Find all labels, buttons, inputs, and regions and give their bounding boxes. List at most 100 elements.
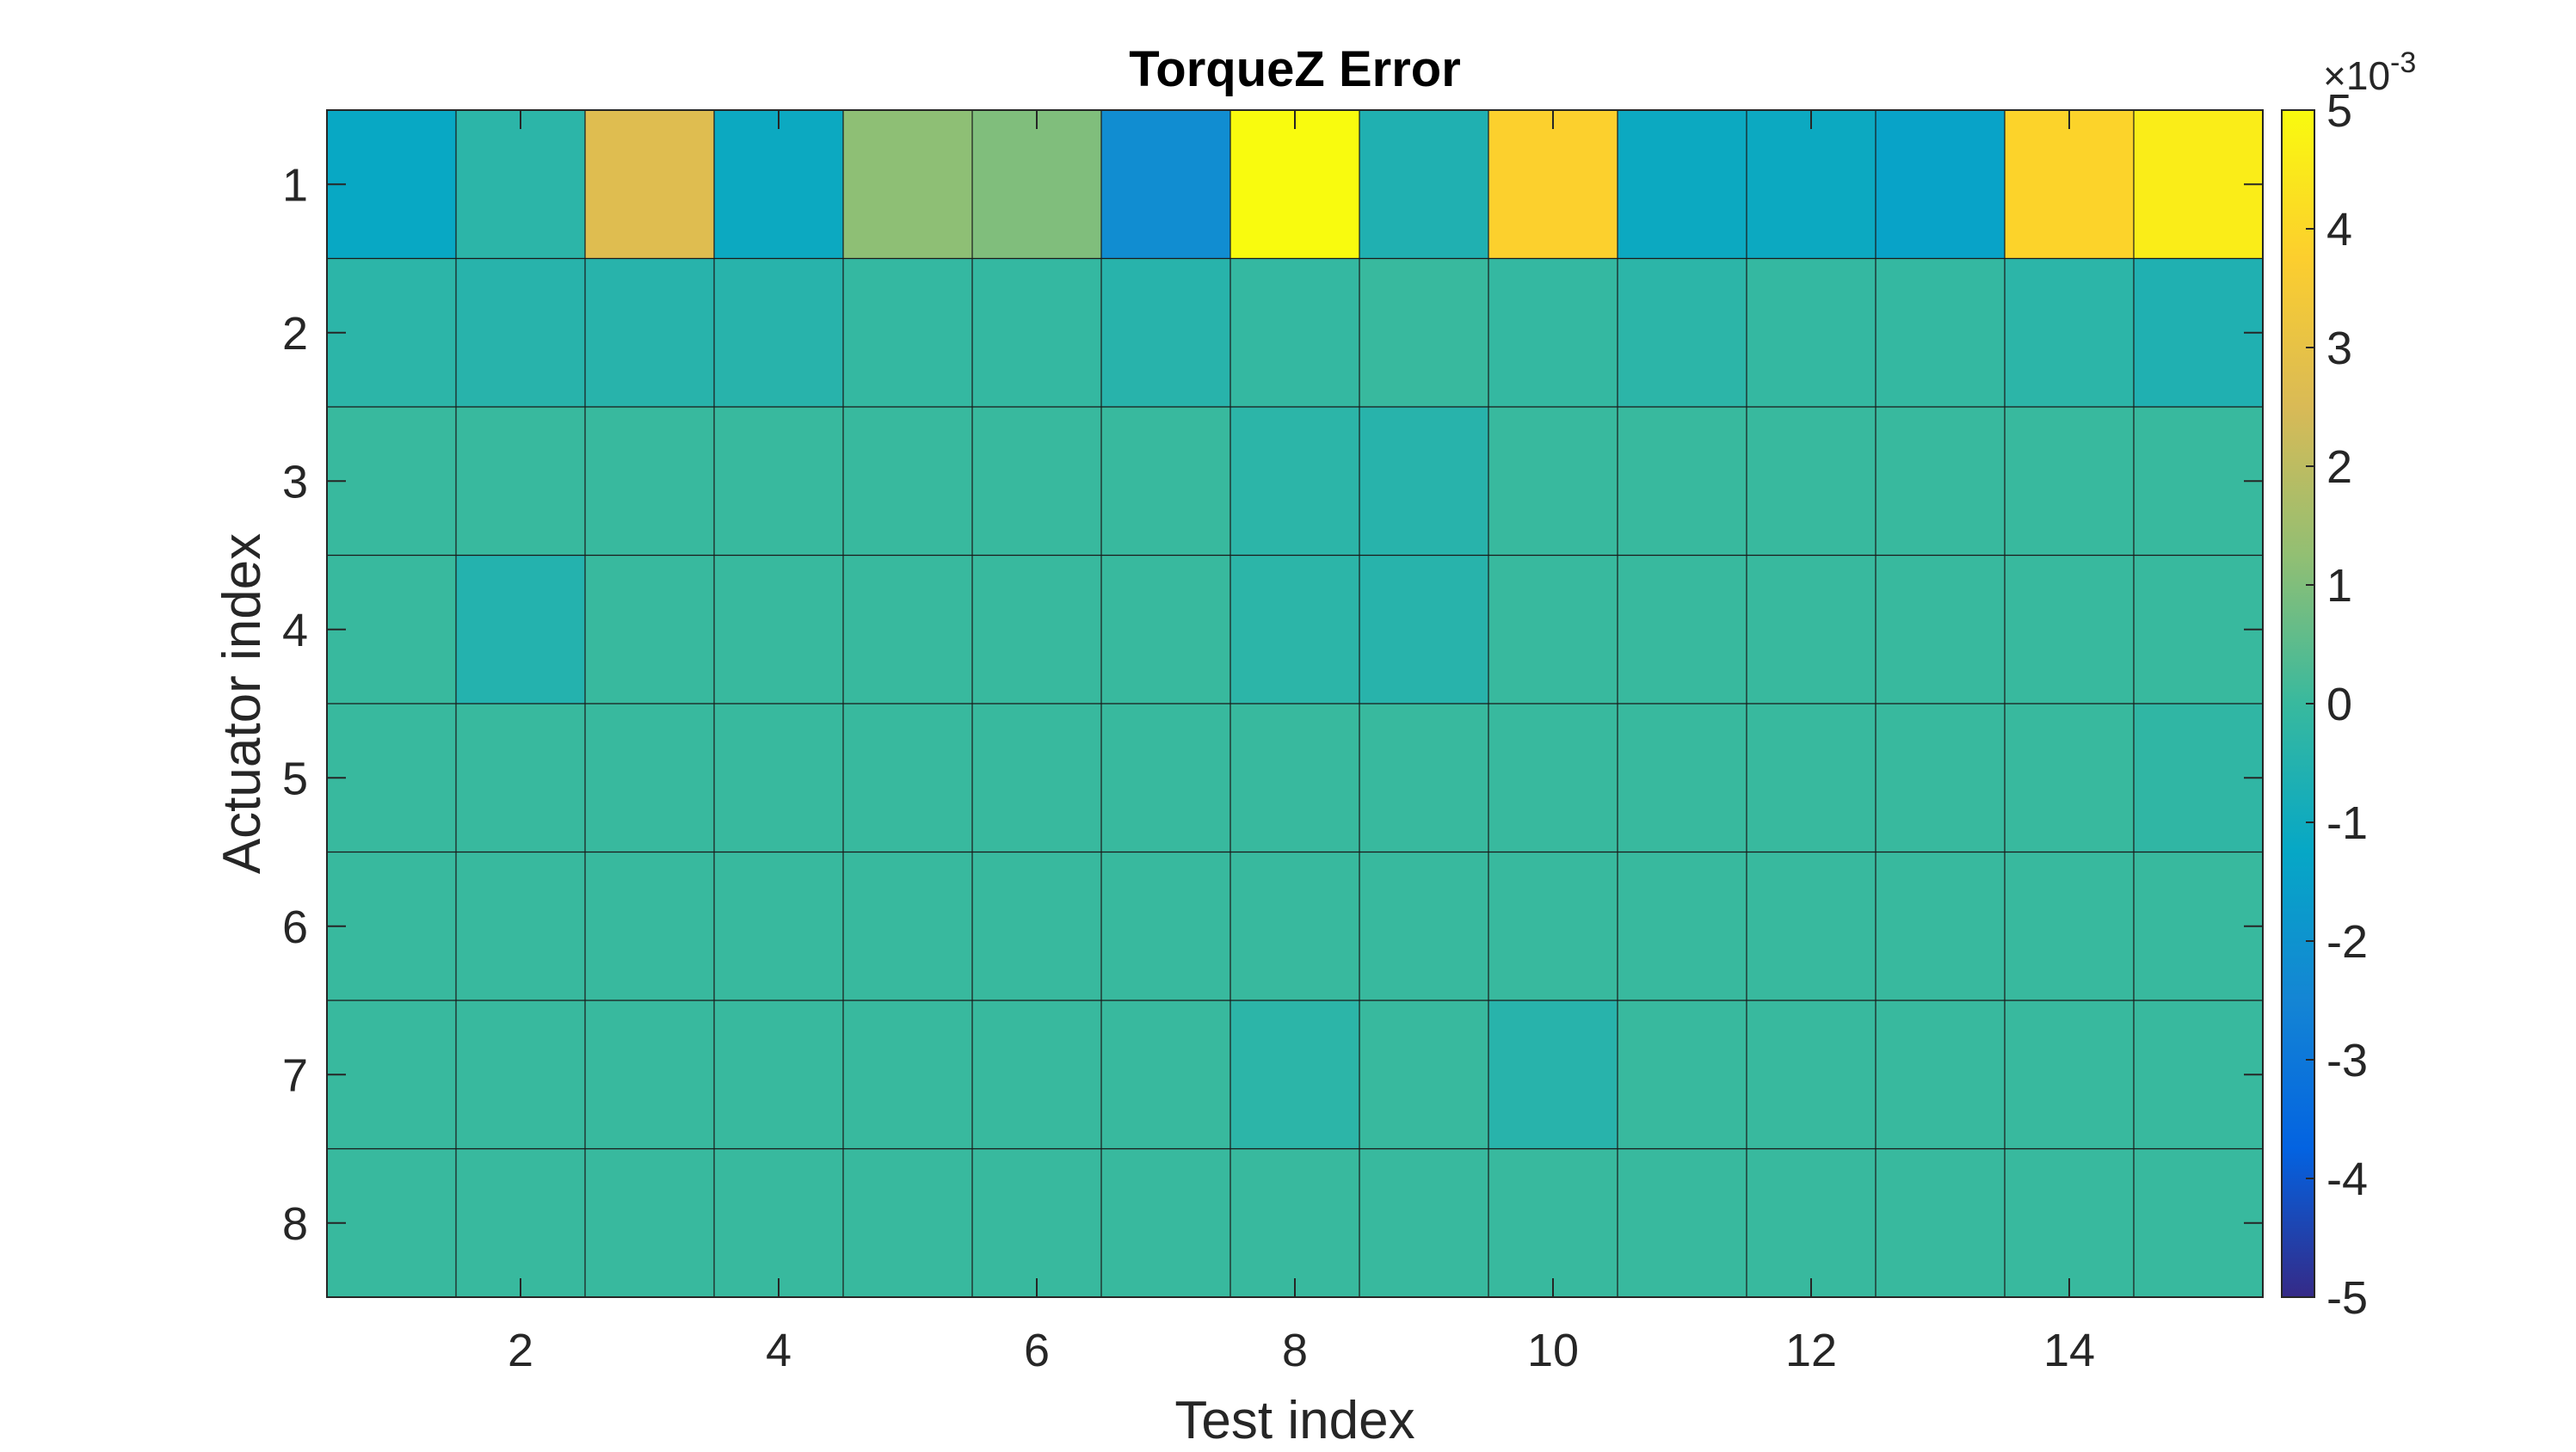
heatmap-cell-r2-c7 <box>1101 258 1230 407</box>
colorbar-multiplier-exponent: -3 <box>2390 46 2416 79</box>
heatmap-cell-r4-c3 <box>585 555 714 704</box>
heatmap-cell-r5-c4 <box>714 704 843 852</box>
heatmap-cell-r6-c14 <box>2005 852 2134 1000</box>
heatmap-cell-r1-c14 <box>2005 110 2134 259</box>
heatmap-cell-r7-c7 <box>1101 1000 1230 1149</box>
x-tick-label: 14 <box>2043 1325 2095 1376</box>
heatmap-cell-r2-c14 <box>2005 258 2134 407</box>
heatmap-cell-r8-c5 <box>843 1148 972 1297</box>
heatmap-cell-r4-c10 <box>1488 555 1618 704</box>
heatmap-cell-r8-c8 <box>1230 1148 1359 1297</box>
chart-title: TorqueZ Error <box>1129 41 1461 97</box>
heatmap-cell-r1-c7 <box>1101 110 1230 259</box>
grid-lines <box>327 110 2263 1297</box>
x-tick-label: 8 <box>1282 1325 1308 1376</box>
heatmap-cell-r8-c11 <box>1618 1148 1747 1297</box>
heatmap-cell-r5-c1 <box>327 704 456 852</box>
heatmap-cell-r4-c6 <box>972 555 1101 704</box>
heatmap-cell-r2-c11 <box>1618 258 1747 407</box>
colorbar-multiplier: ×10-3 <box>2323 46 2416 98</box>
heatmap-cell-r4-c12 <box>1747 555 1876 704</box>
heatmap-cell-r4-c8 <box>1230 555 1359 704</box>
heatmap-cell-r2-c15 <box>2134 258 2263 407</box>
heatmap-cell-r3-c7 <box>1101 407 1230 556</box>
heatmap-cell-r3-c6 <box>972 407 1101 556</box>
y-tick-label: 7 <box>282 1049 308 1101</box>
x-tick-label: 2 <box>508 1325 533 1376</box>
heatmap-cell-r5-c6 <box>972 704 1101 852</box>
colorbar-tick-label: 4 <box>2326 204 2352 255</box>
heatmap-cell-r7-c14 <box>2005 1000 2134 1149</box>
heatmap-cell-r5-c10 <box>1488 704 1618 852</box>
heatmap-cell-r7-c1 <box>327 1000 456 1149</box>
heatmap-cell-r6-c6 <box>972 852 1101 1000</box>
heatmap-cell-r1-c15 <box>2134 110 2263 259</box>
heatmap-cell-r8-c14 <box>2005 1148 2134 1297</box>
heatmap-cell-r5-c14 <box>2005 704 2134 852</box>
colorbar-tick-label: -3 <box>2326 1035 2368 1086</box>
colorbar-tick-label: 2 <box>2326 441 2352 493</box>
y-axis-label: Actuator index <box>213 533 272 874</box>
x-tick-label: 4 <box>766 1325 792 1376</box>
heatmap-cell-r6-c11 <box>1618 852 1747 1000</box>
heatmap-cell-r8-c4 <box>714 1148 843 1297</box>
heatmap-cell-r7-c4 <box>714 1000 843 1149</box>
heatmap-cell-r6-c5 <box>843 852 972 1000</box>
heatmap-cell-r8-c3 <box>585 1148 714 1297</box>
colorbar-tick-label: 5 <box>2326 85 2352 137</box>
heatmap-cell-r5-c8 <box>1230 704 1359 852</box>
heatmap-cell-r5-c11 <box>1618 704 1747 852</box>
heatmap-cell-r4-c14 <box>2005 555 2134 704</box>
heatmap-cell-r7-c5 <box>843 1000 972 1149</box>
heatmap-cell-r6-c4 <box>714 852 843 1000</box>
heatmap-cell-r2-c8 <box>1230 258 1359 407</box>
heatmap-cell-r4-c9 <box>1359 555 1488 704</box>
heatmap-cell-r3-c1 <box>327 407 456 556</box>
heatmap-cell-r3-c11 <box>1618 407 1747 556</box>
heatmap-cell-r8-c13 <box>1876 1148 2005 1297</box>
heatmap-cell-r1-c12 <box>1747 110 1876 259</box>
heatmap-cell-r3-c8 <box>1230 407 1359 556</box>
heatmap-cell-r2-c1 <box>327 258 456 407</box>
colorbar-tick-label: -5 <box>2326 1272 2368 1324</box>
colorbar-tick-label: -2 <box>2326 916 2368 968</box>
heatmap-cell-r7-c9 <box>1359 1000 1488 1149</box>
heatmap-cell-r6-c8 <box>1230 852 1359 1000</box>
heatmap-cell-r8-c9 <box>1359 1148 1488 1297</box>
heatmap-cell-r6-c12 <box>1747 852 1876 1000</box>
heatmap-cell-r5-c12 <box>1747 704 1876 852</box>
heatmap-cell-r2-c13 <box>1876 258 2005 407</box>
heatmap-cell-r7-c3 <box>585 1000 714 1149</box>
heatmap-cell-r6-c3 <box>585 852 714 1000</box>
heatmap-cell-r7-c12 <box>1747 1000 1876 1149</box>
heatmap-cell-r2-c2 <box>456 258 585 407</box>
heatmap-cell-r4-c5 <box>843 555 972 704</box>
heatmap-cell-r8-c7 <box>1101 1148 1230 1297</box>
heatmap-cell-r1-c4 <box>714 110 843 259</box>
heatmap-cell-r6-c1 <box>327 852 456 1000</box>
colorbar-tick-label: 3 <box>2326 323 2352 374</box>
y-tick-label: 6 <box>282 901 308 953</box>
heatmap-cell-r1-c5 <box>843 110 972 259</box>
heatmap-cell-r2-c4 <box>714 258 843 407</box>
heatmap-cell-r6-c9 <box>1359 852 1488 1000</box>
heatmap-cell-r2-c10 <box>1488 258 1618 407</box>
heatmap-cell-r5-c9 <box>1359 704 1488 852</box>
heatmap-cell-r2-c9 <box>1359 258 1488 407</box>
heatmap-cell-r6-c2 <box>456 852 585 1000</box>
heatmap-cell-r6-c13 <box>1876 852 2005 1000</box>
heatmap-cell-r3-c12 <box>1747 407 1876 556</box>
heatmap-cell-r4-c11 <box>1618 555 1747 704</box>
heatmap-cell-r2-c6 <box>972 258 1101 407</box>
y-tick-label: 5 <box>282 753 308 804</box>
heatmap-cell-r1-c1 <box>327 110 456 259</box>
heatmap-cell-r4-c7 <box>1101 555 1230 704</box>
y-tick-label: 2 <box>282 308 308 360</box>
heatmap-cell-r3-c5 <box>843 407 972 556</box>
heatmap-cell-r1-c8 <box>1230 110 1359 259</box>
heatmap-cell-r7-c11 <box>1618 1000 1747 1149</box>
heatmap-cell-r3-c14 <box>2005 407 2134 556</box>
heatmap-cell-r5-c13 <box>1876 704 2005 852</box>
colorbar-tick-label: 0 <box>2326 679 2352 730</box>
